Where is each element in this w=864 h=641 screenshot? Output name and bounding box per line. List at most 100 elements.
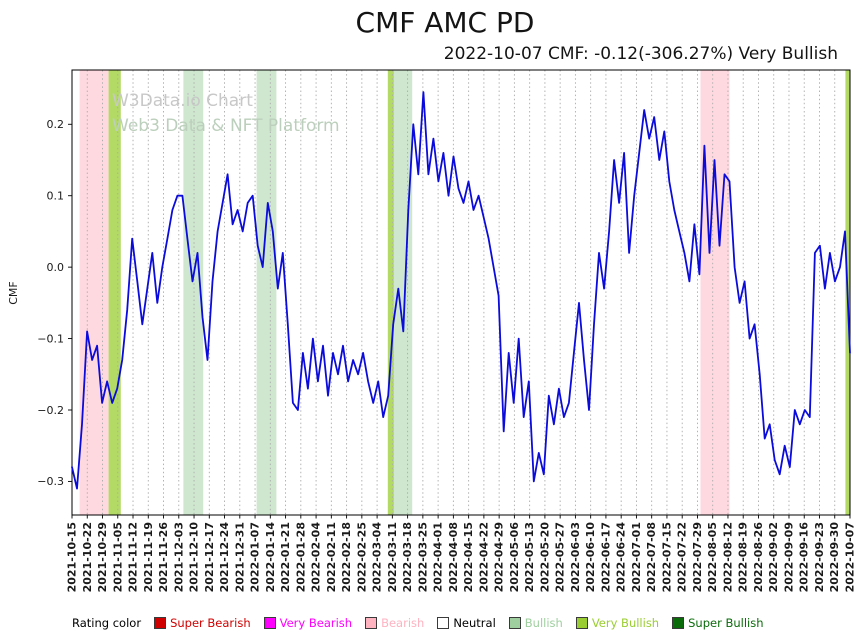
- y-tick-label: −0.1: [37, 332, 64, 345]
- x-tick-label: 2022-06-17: [599, 522, 612, 592]
- legend-swatch-bearish: [365, 617, 378, 629]
- legend-swatch-super-bullish: [672, 617, 685, 629]
- x-tick-label: 2022-03-18: [401, 522, 414, 592]
- x-tick-label: 2022-03-04: [371, 522, 384, 593]
- cmf-line: [71, 91, 851, 490]
- chart-canvas: 2021-10-15 2021-10-22 2021-10-29 2021-11-05…: [7, 69, 857, 592]
- x-tick-label: 2022-09-30: [828, 522, 841, 593]
- rating-band-bullish: [393, 70, 413, 515]
- legend-item-label: Super Bullish: [688, 616, 764, 630]
- grid-lines: [71, 70, 851, 515]
- legend-item-label: Super Bearish: [170, 616, 251, 630]
- legend-swatch-bullish: [508, 617, 521, 629]
- x-tick-label: 2021-12-10: [188, 522, 201, 593]
- x-tick-label: 2022-08-26: [752, 522, 765, 593]
- rating-bands: [79, 70, 850, 515]
- legend-swatch-super-bearish: [154, 617, 167, 629]
- x-tick-label: 2022-04-08: [447, 522, 460, 592]
- rating-band-very-bullish: [387, 70, 394, 515]
- x-tick-label: 2022-07-01: [630, 522, 643, 592]
- rating-legend: Rating color Super Bearish Very Bearish Be…: [72, 616, 764, 630]
- x-tick-label: 2021-12-17: [203, 522, 216, 592]
- x-tick-label: 2022-07-15: [660, 522, 673, 592]
- watermark-line-1: W3Data.io Chart: [112, 91, 253, 111]
- x-tick-label: 2021-11-26: [157, 522, 170, 593]
- watermark-line-2: Web3 Data & NFT Platform: [112, 116, 340, 136]
- y-tick-label: −0.2: [37, 404, 64, 417]
- legend-item-label: Bullish: [524, 616, 563, 630]
- x-tick-label: 2021-11-05: [111, 522, 124, 592]
- x-tick-label: 2022-05-20: [538, 522, 551, 593]
- x-tick-label: 2022-01-14: [264, 522, 277, 593]
- x-tick-label: 2022-08-12: [721, 522, 734, 592]
- x-tick-label: 2022-07-08: [645, 522, 658, 592]
- legend-title: Rating color: [72, 616, 142, 630]
- cmf-line-series: [71, 91, 851, 490]
- axis-ticks: 2021-10-15 2021-10-22 2021-10-29 2021-11-05…: [37, 118, 856, 592]
- chart-subtitle: 2022-10-07 CMF: -0.12(-306.27%) Very Bul…: [443, 44, 838, 64]
- legend-swatch-neutral: [437, 617, 450, 629]
- x-tick-label: 2022-09-02: [767, 522, 780, 592]
- x-tick-label: 2021-12-31: [233, 522, 246, 592]
- x-tick-label: 2022-09-09: [782, 522, 795, 592]
- chart-title: CMF AMC PD: [355, 6, 535, 39]
- x-tick-label: 2021-12-24: [218, 522, 231, 593]
- y-axis-label: CMF: [7, 281, 20, 305]
- x-tick-label: 2021-11-19: [142, 522, 155, 592]
- x-tick-label: 2022-04-22: [477, 522, 490, 592]
- x-tick-label: 2021-10-15: [66, 522, 79, 592]
- y-tick-label: −0.3: [37, 475, 64, 488]
- x-tick-label: 2022-06-10: [584, 522, 597, 593]
- rating-band-bullish: [183, 70, 204, 515]
- x-tick-label: 2022-04-29: [493, 522, 506, 592]
- plot-border: [71, 69, 851, 516]
- plot-frame: [71, 69, 851, 516]
- legend-item-very-bullish: Very Bullish: [575, 616, 660, 630]
- legend-swatch-very-bearish: [263, 617, 276, 629]
- legend-item-neutral: Neutral: [437, 616, 496, 630]
- x-tick-label: 2022-02-18: [340, 522, 353, 592]
- x-tick-label: 2021-12-03: [172, 522, 185, 592]
- x-tick-label: 2022-05-27: [554, 522, 567, 592]
- legend-item-label: Very Bullish: [591, 616, 660, 630]
- x-tick-label: 2022-05-06: [508, 522, 521, 593]
- legend-item-bullish: Bullish: [508, 616, 563, 630]
- legend-item-label: Very Bearish: [279, 616, 353, 630]
- x-tick-label: 2022-09-16: [798, 522, 811, 593]
- x-tick-label: 2022-02-25: [355, 522, 368, 592]
- x-tick-label: 2022-03-25: [416, 522, 429, 592]
- legend-item-very-bearish: Very Bearish: [263, 616, 353, 630]
- x-tick-label: 2022-02-04: [310, 522, 323, 593]
- x-tick-label: 2022-07-22: [676, 522, 689, 592]
- x-tick-label: 2021-10-22: [81, 522, 94, 592]
- y-tick-label: 0.0: [47, 261, 65, 274]
- rating-band-bearish: [700, 70, 730, 515]
- x-tick-label: 2022-02-11: [325, 522, 338, 592]
- x-tick-label: 2022-03-11: [386, 522, 399, 592]
- legend-item-label: Neutral: [453, 616, 496, 630]
- x-tick-label: 2022-06-03: [569, 522, 582, 592]
- x-tick-label: 2022-08-05: [706, 522, 719, 592]
- legend-item-super-bullish: Super Bullish: [672, 616, 764, 630]
- rating-band-bullish: [256, 70, 277, 515]
- x-tick-label: 2022-01-28: [294, 522, 307, 592]
- x-tick-label: 2022-06-24: [615, 522, 628, 593]
- x-tick-label: 2021-11-12: [127, 522, 140, 592]
- x-tick-label: 2022-07-29: [691, 522, 704, 592]
- x-tick-label: 2022-10-07: [844, 522, 857, 592]
- rating-band-very-bullish: [108, 70, 121, 515]
- x-tick-label: 2022-09-23: [813, 522, 826, 592]
- x-tick-label: 2022-04-01: [432, 522, 445, 592]
- y-tick-label: 0.2: [47, 118, 65, 131]
- x-tick-label: 2022-01-21: [279, 522, 292, 592]
- legend-item-bearish: Bearish: [365, 616, 424, 630]
- x-tick-label: 2022-04-15: [462, 522, 475, 592]
- y-tick-label: 0.1: [47, 190, 65, 203]
- legend-item-label: Bearish: [381, 616, 425, 630]
- legend-swatch-very-bullish: [575, 617, 588, 629]
- x-tick-label: 2022-08-19: [737, 522, 750, 592]
- x-tick-label: 2021-10-29: [96, 522, 109, 592]
- x-tick-label: 2022-05-13: [523, 522, 536, 592]
- x-tick-label: 2022-01-07: [249, 522, 262, 592]
